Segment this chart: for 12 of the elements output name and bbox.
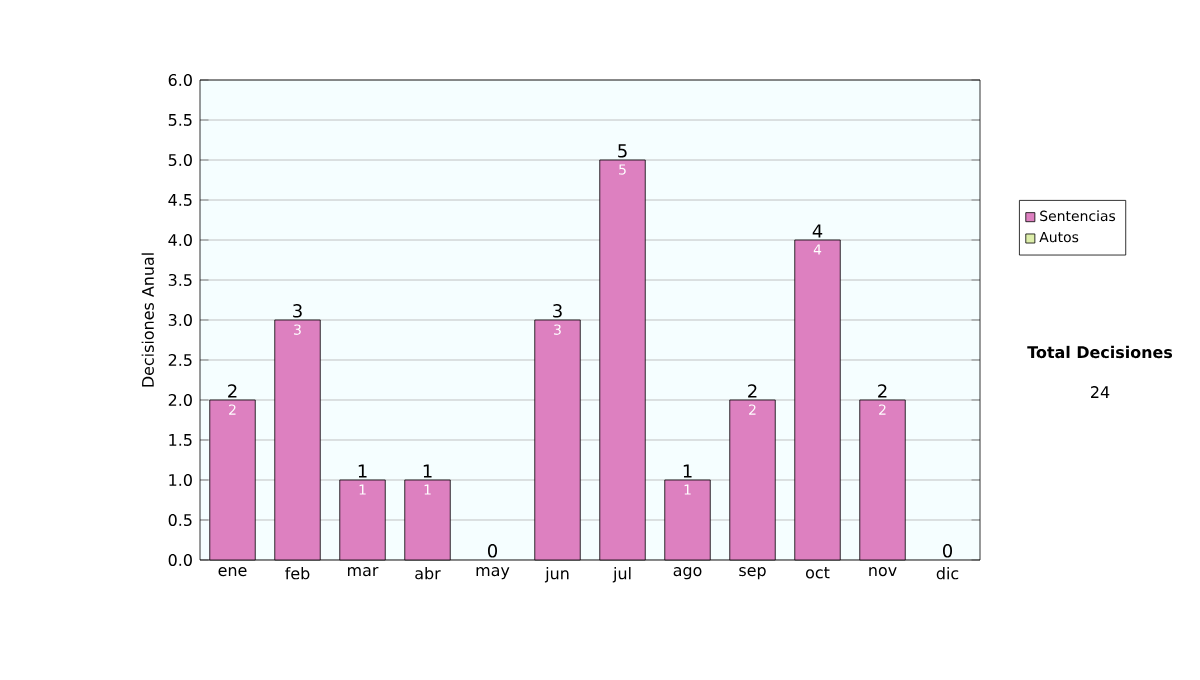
total-label: 5 [618,144,627,158]
total-label: 0 [487,544,498,558]
total-label: 1 [423,464,432,478]
total-label: 3 [293,304,302,318]
total-label: 2 [748,384,757,398]
total-label: 2 [878,384,887,398]
total-label: 1 [358,464,367,478]
total-label: 2 [228,384,237,398]
total-label: 4 [812,224,823,238]
total-label: 1 [683,464,692,478]
total-label: 0 [942,544,953,558]
total-label: 3 [553,304,562,318]
